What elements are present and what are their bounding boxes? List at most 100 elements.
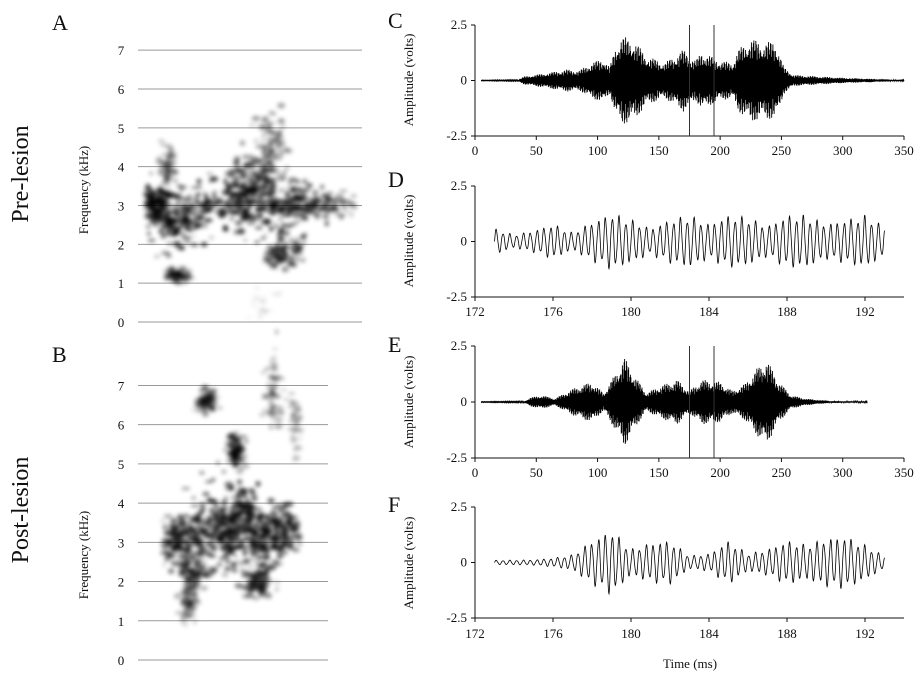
spectrogram-energy-mark xyxy=(185,574,194,577)
spectrogram-energy-mark xyxy=(278,156,282,161)
spectrogram-energy-mark xyxy=(268,261,273,266)
spectrogram-energy-mark xyxy=(144,185,152,192)
spectrogram-energy-mark xyxy=(235,499,243,504)
spectrogram-energy-mark xyxy=(248,508,252,513)
spectrogram-energy-mark xyxy=(214,508,222,513)
spectrogram-energy-mark xyxy=(173,240,181,247)
spectrogram-energy-mark xyxy=(237,470,243,474)
spectrogram-energy-mark xyxy=(209,402,215,407)
spectrogram-energy-mark xyxy=(293,248,302,253)
spectrogram-energy-mark xyxy=(272,515,280,519)
spectrogram-energy-mark xyxy=(226,433,235,438)
spectrogram-energy-mark xyxy=(268,121,272,127)
spectrogram-energy-mark xyxy=(232,463,237,468)
spectrogram-energy-mark xyxy=(223,178,228,184)
spectrogram-energy-mark xyxy=(320,213,329,218)
spectrogram-energy-mark xyxy=(295,219,302,223)
spectrogram-energy-mark xyxy=(266,593,272,599)
spectrogram-energy-mark xyxy=(340,204,347,208)
spectrogram-energy-mark xyxy=(254,241,260,244)
spectrogram-energy-mark xyxy=(251,532,258,538)
waveform-c-trace xyxy=(480,37,905,124)
spectrogram-energy-mark xyxy=(235,184,243,189)
x-tick-label: 250 xyxy=(772,143,792,158)
spectrogram-energy-mark xyxy=(257,515,265,519)
spectrogram-energy-mark xyxy=(244,545,250,548)
spectrogram-energy-mark xyxy=(235,483,243,486)
spectrogram-energy-mark xyxy=(176,216,181,220)
spectrogram-energy-mark xyxy=(242,558,251,564)
spectrogram-energy-mark xyxy=(289,399,295,402)
spectrogram-energy-mark xyxy=(274,133,281,140)
spectrogram-energy-mark xyxy=(261,174,269,179)
spectrogram-energy-mark xyxy=(168,203,172,207)
spectrogram-energy-mark xyxy=(236,490,243,496)
spectrogram-energy-mark xyxy=(292,408,301,412)
spectrogram-energy-mark xyxy=(260,295,268,298)
spectrogram-energy-mark xyxy=(223,208,229,213)
spectrogram-energy-mark xyxy=(239,206,245,213)
spectrogram-b-tick-label: 6 xyxy=(118,418,125,433)
spectrogram-energy-mark xyxy=(253,507,262,511)
spectrogram-energy-mark xyxy=(150,191,156,196)
spectrogram-energy-mark xyxy=(171,518,176,525)
spectrogram-energy-mark xyxy=(201,568,207,571)
spectrogram-energy-mark xyxy=(249,164,256,170)
spectrogram-energy-mark xyxy=(244,534,249,538)
spectrogram-energy-mark xyxy=(251,191,257,195)
spectrogram-energy-mark xyxy=(163,269,171,273)
spectrogram-energy-mark xyxy=(272,189,277,194)
spectrogram-energy-mark xyxy=(278,209,283,215)
spectrogram-energy-mark xyxy=(238,539,242,542)
spectrogram-energy-mark xyxy=(248,537,256,544)
spectrogram-energy-mark xyxy=(259,221,264,227)
spectrogram-energy-mark xyxy=(277,406,283,410)
spectrogram-energy-mark xyxy=(206,172,214,175)
spectrogram-energy-mark xyxy=(307,206,316,213)
spectrogram-energy-mark xyxy=(275,209,280,213)
panel-letter-e: E xyxy=(388,332,401,357)
spectrogram-energy-mark xyxy=(213,202,217,208)
spectrogram-energy-mark xyxy=(221,545,227,550)
x-tick-label: 300 xyxy=(833,143,853,158)
spectrogram-energy-mark xyxy=(184,561,191,566)
spectrogram-energy-mark xyxy=(160,206,169,211)
spectrogram-energy-mark xyxy=(234,468,239,473)
spectrogram-energy-mark xyxy=(244,187,252,193)
spectrogram-energy-mark xyxy=(241,174,246,180)
spectrogram-energy-mark xyxy=(248,154,254,161)
spectrogram-energy-mark xyxy=(153,214,160,220)
spectrogram-b-tick-label: 1 xyxy=(118,614,125,629)
spectrogram-energy-mark xyxy=(166,170,172,176)
spectrogram-energy-mark xyxy=(202,402,209,405)
spectrogram-energy-mark xyxy=(241,460,247,464)
spectrogram-energy-mark xyxy=(274,586,280,592)
spectrogram-energy-mark xyxy=(276,256,285,260)
spectrogram-a-tick-label: 5 xyxy=(118,121,125,136)
spectrogram-energy-mark xyxy=(287,238,296,243)
waveform-panel-e: E Amplitude (volts) 2.5 0 -2.5 0 50 100 150 200… xyxy=(388,332,914,480)
spectrogram-energy-mark xyxy=(274,416,283,423)
spectrogram-energy-mark xyxy=(264,555,270,559)
spectrogram-energy-mark xyxy=(242,154,249,160)
spectrogram-energy-mark xyxy=(211,407,215,411)
spectrogram-energy-mark xyxy=(180,516,185,522)
y-tick-label: -2.5 xyxy=(446,450,467,465)
x-tick-label: 250 xyxy=(772,465,792,480)
spectrogram-energy-mark xyxy=(334,212,340,216)
spectrogram-energy-mark xyxy=(268,110,274,115)
spectrogram-energy-mark xyxy=(165,216,172,222)
spectrogram-energy-mark xyxy=(191,576,199,581)
spectrogram-energy-mark xyxy=(339,189,348,193)
spectrogram-energy-mark xyxy=(224,516,231,522)
spectrogram-energy-mark xyxy=(276,374,280,380)
spectrogram-energy-mark xyxy=(220,539,229,544)
spectrogram-energy-mark xyxy=(263,407,267,414)
panel-letter-a: A xyxy=(52,10,68,35)
spectrogram-energy-mark xyxy=(184,548,190,554)
spectrogram-energy-mark xyxy=(190,604,197,611)
spectrogram-energy-mark xyxy=(162,563,166,567)
side-label-pre-lesion: Pre-lesion xyxy=(8,125,34,222)
spectrogram-energy-mark xyxy=(227,174,234,178)
